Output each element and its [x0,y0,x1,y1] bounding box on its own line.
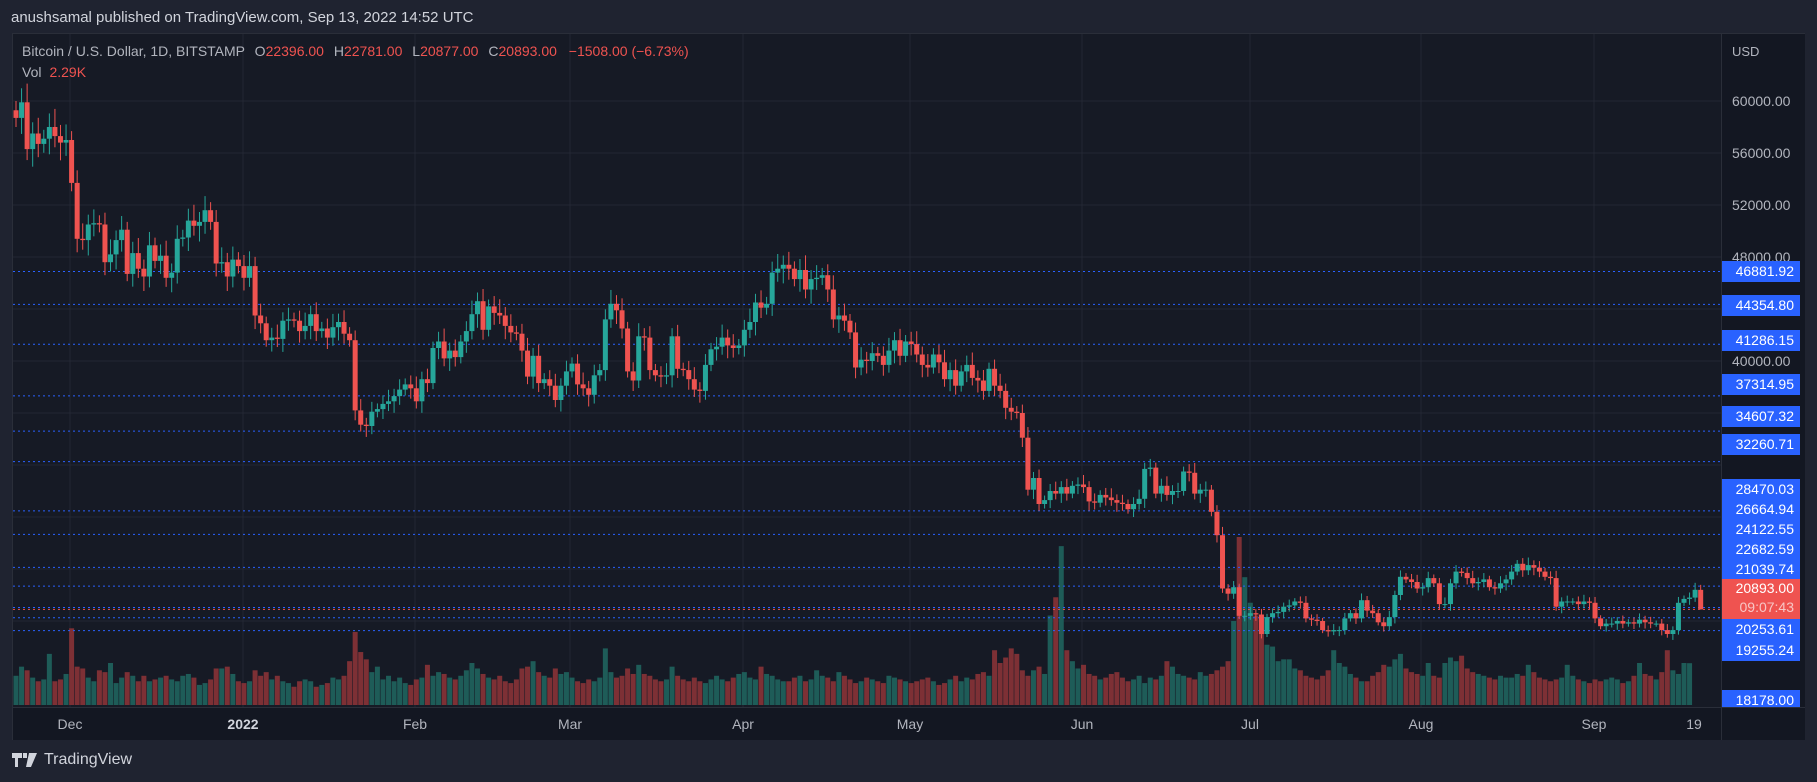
level-price-label[interactable]: 21039.74 [1722,559,1800,580]
level-price-label[interactable]: 18178.00 [1722,690,1800,711]
price-axis[interactable]: USD 60000.00 56000.00 52000.00 48000.00 4000… [1721,34,1805,739]
chart-frame [12,33,1805,740]
level-price-label[interactable]: 34607.32 [1722,406,1800,427]
tradingview-logo-icon [12,753,37,767]
volume-title[interactable]: Vol [22,64,42,80]
high-value: 22781.00 [343,43,403,59]
time-label: 2022 [227,716,259,732]
low-value: 20877.00 [420,43,479,59]
close-value: 20893.00 [498,43,557,59]
axis-corner [1721,707,1805,740]
level-price-label[interactable]: 37314.95 [1722,374,1800,395]
level-price-label[interactable]: 26664.94 [1722,499,1800,520]
time-label: 19 [1686,716,1702,732]
tradingview-logo[interactable]: TradingView [12,751,132,769]
level-price-label[interactable]: 32260.71 [1722,434,1800,455]
time-label: May [896,716,924,732]
price-tick: 52000.00 [1732,197,1791,213]
time-label: Apr [732,716,754,732]
time-label: Mar [557,716,583,732]
volume-legend: Vol 2.29K [22,64,86,80]
current-price-label: 20893.00 09:07:43 [1722,579,1800,619]
time-label: Sep [1581,716,1607,732]
published-caption: anushsamal published on TradingView.com,… [11,9,474,26]
time-label: Jun [1070,716,1094,732]
symbol-title[interactable]: Bitcoin / U.S. Dollar, 1D, BITSTAMP [22,43,245,59]
level-price-label[interactable]: 24122.55 [1722,519,1800,540]
level-price-label[interactable]: 41286.15 [1722,330,1800,351]
price-tick: 56000.00 [1732,145,1791,161]
currency-label: USD [1732,44,1760,59]
level-price-label[interactable]: 44354.80 [1722,295,1800,316]
brand-name: TradingView [44,751,133,768]
time-label: Jul [1241,716,1259,732]
open-value: 22396.00 [265,43,324,59]
time-label: Aug [1408,716,1434,732]
change-value: −1508.00 (−6.73%) [568,43,689,59]
price-plot[interactable] [13,34,1721,707]
level-price-label[interactable]: 28470.03 [1722,479,1800,500]
level-price-label[interactable]: 22682.59 [1722,539,1800,560]
time-label: Dec [57,716,83,732]
bar-countdown: 09:07:43 [1739,599,1795,615]
time-axis[interactable]: Dec 2022 Feb Mar Apr May Jun Jul Aug Sep 19 [13,707,1721,740]
level-price-label[interactable]: 20253.61 [1722,619,1800,640]
price-tick: 40000.00 [1732,353,1791,369]
ohlc-legend: Bitcoin / U.S. Dollar, 1D, BITSTAMP O223… [22,43,689,59]
level-price-label[interactable]: 19255.24 [1722,640,1800,661]
time-label: Feb [402,716,428,732]
current-price: 20893.00 [1735,580,1794,596]
price-tick: 60000.00 [1732,93,1791,109]
volume-value: 2.29K [49,64,87,80]
level-price-label[interactable]: 46881.92 [1722,261,1800,282]
